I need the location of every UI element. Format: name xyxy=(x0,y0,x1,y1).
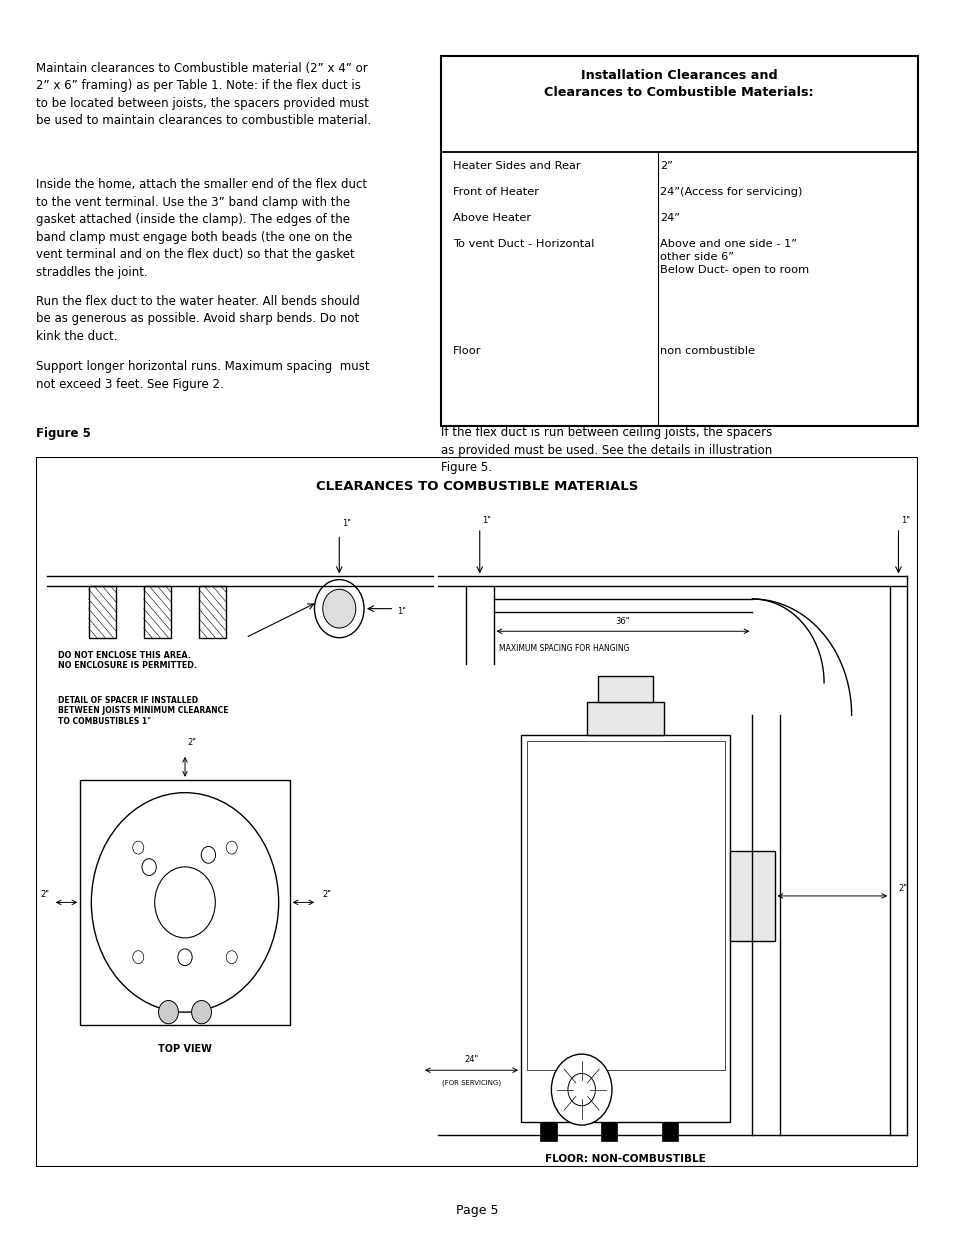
Text: TOP VIEW: TOP VIEW xyxy=(158,1045,212,1055)
Text: Above and one side - 1”
other side 6”
Below Duct- open to room: Above and one side - 1” other side 6” Be… xyxy=(659,240,808,275)
Bar xyxy=(526,741,724,1071)
Bar xyxy=(520,735,730,1121)
Circle shape xyxy=(192,1000,212,1024)
Bar xyxy=(660,1121,678,1141)
Text: CLEARANCES TO COMBUSTIBLE MATERIALS: CLEARANCES TO COMBUSTIBLE MATERIALS xyxy=(315,479,638,493)
Text: Page 5: Page 5 xyxy=(456,1204,497,1216)
Circle shape xyxy=(177,948,192,966)
Circle shape xyxy=(154,867,215,937)
Text: Run the flex duct to the water heater. All bends should
be as generous as possib: Run the flex duct to the water heater. A… xyxy=(36,295,359,343)
Text: Inside the home, attach the smaller end of the flex duct
to the vent terminal. U: Inside the home, attach the smaller end … xyxy=(36,178,367,279)
Circle shape xyxy=(551,1055,611,1125)
Text: Above Heater: Above Heater xyxy=(453,214,530,224)
Bar xyxy=(730,851,774,941)
Text: Figure 5: Figure 5 xyxy=(36,427,91,440)
Text: 1": 1" xyxy=(901,516,909,525)
Bar xyxy=(89,587,116,637)
Text: 24”(Access for servicing): 24”(Access for servicing) xyxy=(659,186,801,198)
Text: 36": 36" xyxy=(615,618,630,626)
Text: Maintain clearances to Combustible material (2” x 4” or
2” x 6” framing) as per : Maintain clearances to Combustible mater… xyxy=(36,62,371,127)
Text: 2": 2" xyxy=(898,884,906,893)
Text: 2": 2" xyxy=(322,890,332,899)
Text: 2": 2" xyxy=(188,739,196,747)
Circle shape xyxy=(132,841,144,855)
Text: 2": 2" xyxy=(40,890,49,899)
Bar xyxy=(198,587,226,637)
Bar xyxy=(600,1121,617,1141)
Circle shape xyxy=(322,589,355,629)
Text: Front of Heater: Front of Heater xyxy=(453,186,538,198)
Text: 1": 1" xyxy=(342,519,351,529)
Text: DO NOT ENCLOSE THIS AREA.
NO ENCLOSURE IS PERMITTED.: DO NOT ENCLOSE THIS AREA. NO ENCLOSURE I… xyxy=(58,651,197,671)
Text: (FOR SERVICING): (FOR SERVICING) xyxy=(441,1079,500,1087)
Text: If the flex duct is run between ceiling joists, the spacers
as provided must be : If the flex duct is run between ceiling … xyxy=(440,426,771,474)
Text: 2”: 2” xyxy=(659,162,672,172)
Circle shape xyxy=(226,841,237,855)
Circle shape xyxy=(314,579,364,637)
Bar xyxy=(144,587,171,637)
Text: 24": 24" xyxy=(464,1055,478,1063)
Text: Installation Clearances and
Clearances to Combustible Materials:: Installation Clearances and Clearances t… xyxy=(544,69,813,99)
Text: 24”: 24” xyxy=(659,214,679,224)
Text: FLOOR: NON-COMBUSTIBLE: FLOOR: NON-COMBUSTIBLE xyxy=(545,1155,705,1165)
Text: DETAIL OF SPACER IF INSTALLED
BETWEEN JOISTS MINIMUM CLEARANCE
TO COMBUSTIBLES 1: DETAIL OF SPACER IF INSTALLED BETWEEN JO… xyxy=(58,695,229,726)
Text: 1": 1" xyxy=(482,516,491,525)
Text: Floor: Floor xyxy=(453,347,480,357)
Circle shape xyxy=(142,858,156,876)
Circle shape xyxy=(91,793,278,1013)
Bar xyxy=(586,703,663,735)
Bar xyxy=(539,1121,557,1141)
Circle shape xyxy=(201,846,215,863)
Text: Heater Sides and Rear: Heater Sides and Rear xyxy=(453,162,579,172)
Text: Support longer horizontal runs. Maximum spacing  must
not exceed 3 feet. See Fig: Support longer horizontal runs. Maximum … xyxy=(36,361,370,391)
Circle shape xyxy=(226,951,237,963)
Text: To vent Duct - Horizontal: To vent Duct - Horizontal xyxy=(453,240,594,249)
Circle shape xyxy=(132,951,144,963)
Bar xyxy=(598,677,653,703)
Text: 1": 1" xyxy=(396,608,406,616)
Text: MAXIMUM SPACING FOR HANGING: MAXIMUM SPACING FOR HANGING xyxy=(498,645,629,653)
Circle shape xyxy=(158,1000,178,1024)
Bar xyxy=(80,779,290,1025)
Text: non combustible: non combustible xyxy=(659,347,755,357)
